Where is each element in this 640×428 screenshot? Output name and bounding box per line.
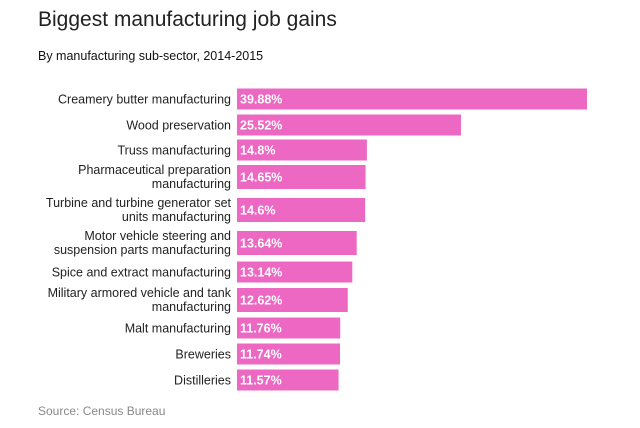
bar xyxy=(237,114,461,136)
category-label: manufacturing xyxy=(152,177,231,191)
category-label: Turbine and turbine generator set xyxy=(46,196,232,210)
category-label: Motor vehicle steering and xyxy=(84,229,231,243)
data-label: 11.76% xyxy=(240,322,282,336)
category-label: units manufacturing xyxy=(122,210,231,224)
bar xyxy=(237,288,348,312)
bar xyxy=(237,198,366,222)
data-label: 14.6% xyxy=(240,204,275,218)
source-note: Source: Census Bureau xyxy=(38,404,166,418)
category-label: Malt manufacturing xyxy=(125,322,231,336)
bar xyxy=(237,139,367,161)
data-label: 13.64% xyxy=(240,237,282,251)
bar xyxy=(237,165,366,189)
category-label: Pharmaceutical preparation xyxy=(78,163,231,177)
bar xyxy=(237,231,357,255)
category-label: Distilleries xyxy=(174,374,231,388)
data-label: 39.88% xyxy=(240,93,282,107)
data-label: 11.57% xyxy=(240,374,282,388)
data-label: 14.8% xyxy=(240,144,275,158)
chart-title: Biggest manufacturing job gains xyxy=(38,8,337,31)
chart-subtitle: By manufacturing sub-sector, 2014-2015 xyxy=(38,49,264,63)
bar xyxy=(237,343,341,365)
bar xyxy=(237,88,587,110)
category-label: Wood preservation xyxy=(126,119,231,133)
data-label: 25.52% xyxy=(240,119,282,133)
category-label: Truss manufacturing xyxy=(118,144,232,158)
data-label: 11.74% xyxy=(240,348,282,362)
data-label: 12.62% xyxy=(240,294,282,308)
category-label: Spice and extract manufacturing xyxy=(52,266,231,280)
data-label: 13.14% xyxy=(240,266,282,280)
category-label: Creamery butter manufacturing xyxy=(58,93,231,107)
bar xyxy=(237,369,339,391)
bar xyxy=(237,317,341,339)
bar xyxy=(237,261,353,283)
category-label: Military armored vehicle and tank xyxy=(48,286,232,300)
category-label: Breweries xyxy=(175,348,231,362)
category-label: manufacturing xyxy=(152,300,231,314)
data-label: 14.65% xyxy=(240,171,282,185)
category-label: suspension parts manufacturing xyxy=(54,243,231,257)
